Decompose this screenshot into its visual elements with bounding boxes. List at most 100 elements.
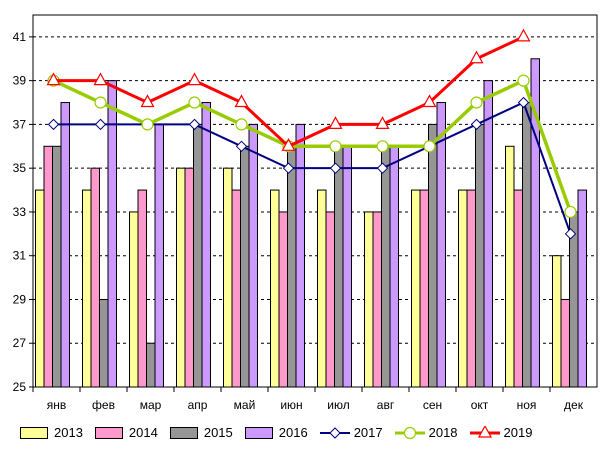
point-2017-июн — [282, 162, 295, 174]
bar-2015-май — [240, 145, 250, 388]
point-2019-фев — [93, 72, 108, 86]
x-tick-label: сен — [423, 398, 442, 412]
legend-label: 2016 — [278, 425, 308, 440]
point-2017-фев — [94, 118, 107, 131]
point-2018-апр — [188, 96, 201, 109]
legend-label: 2017 — [353, 425, 383, 440]
legend-item-2013: 2013 — [20, 425, 83, 440]
y-tick-label: 29 — [13, 292, 27, 306]
point-2017-июл — [329, 162, 342, 174]
point-2019-июл — [328, 116, 343, 130]
y-tick-label: 41 — [13, 30, 27, 44]
point-2017-ноя — [517, 96, 530, 109]
legend-item-2015: 2015 — [169, 425, 233, 440]
bar-2016-мар — [154, 123, 164, 388]
bar-2014-окт — [466, 189, 476, 388]
legend-swatch — [169, 426, 198, 439]
point-2018-фев — [94, 96, 107, 109]
point-2017-май — [235, 140, 248, 153]
bar-2014-янв — [43, 145, 53, 388]
bar-2015-апр — [193, 123, 203, 388]
point-2018-ноя — [517, 74, 530, 87]
bar-2013-июл — [317, 189, 327, 388]
x-tick-label: окт — [471, 398, 489, 412]
bar-2016-июл — [342, 145, 352, 388]
point-2018-июл — [329, 140, 342, 153]
bar-2015-ноя — [522, 102, 532, 388]
legend-item-2014: 2014 — [94, 425, 158, 440]
y-tick-label: 39 — [13, 74, 27, 88]
bar-2014-июл — [325, 211, 335, 388]
legend-label: 2013 — [54, 425, 83, 440]
bar-2013-ноя — [505, 145, 515, 388]
bar-2013-дек — [552, 255, 562, 388]
legend-label: 2014 — [128, 425, 158, 440]
point-2018-окт — [470, 96, 483, 109]
legend-label: 2019 — [503, 425, 533, 440]
point-2019-ноя — [516, 28, 531, 42]
bar-2016-сен — [436, 102, 446, 388]
legend-label: 2015 — [203, 425, 233, 440]
bar-2015-янв — [52, 145, 62, 388]
bar-2016-авг — [389, 145, 399, 388]
bar-2013-янв — [35, 189, 45, 388]
bar-2016-дек — [577, 189, 587, 388]
bar-2013-мар — [129, 211, 139, 388]
y-tick-label: 27 — [13, 336, 27, 350]
bar-2015-фев — [99, 298, 109, 388]
x-tick-label: июн — [280, 398, 302, 412]
bar-2014-ноя — [513, 189, 523, 388]
line-2017 — [53, 101, 572, 235]
legend-marker-icon — [328, 426, 341, 439]
x-tick-label: апр — [188, 398, 208, 412]
x-tick-label: июл — [327, 398, 349, 412]
bar-2014-апр — [184, 167, 194, 388]
legend-line-swatch — [394, 426, 425, 439]
legend-item-2018: 2018 — [394, 425, 458, 440]
legend-item-2017: 2017 — [319, 425, 383, 440]
legend-label: 2018 — [428, 425, 458, 440]
bar-2013-окт — [458, 189, 468, 388]
legend-swatch — [244, 426, 273, 439]
point-2019-сен — [422, 94, 437, 108]
x-tick-label: фев — [92, 398, 115, 412]
bar-2014-дек — [560, 298, 570, 388]
bar-2013-сен — [411, 189, 421, 388]
point-2018-дек — [564, 205, 577, 219]
bar-2014-авг — [372, 211, 382, 388]
bar-2015-окт — [475, 123, 485, 388]
x-tick-label: авг — [377, 398, 395, 412]
bar-2015-июл — [334, 145, 344, 388]
bar-2013-авг — [364, 211, 374, 388]
point-2017-авг — [376, 162, 389, 174]
legend-marker-icon — [403, 426, 416, 439]
legend-swatch — [20, 426, 48, 439]
point-2019-июн — [281, 138, 296, 151]
point-2019-авг — [375, 116, 390, 130]
x-tick-label: май — [234, 398, 256, 412]
legend-item-2019: 2019 — [469, 425, 533, 440]
bar-2014-май — [231, 189, 241, 388]
point-2018-мар — [141, 118, 154, 131]
bar-2013-апр — [176, 167, 186, 388]
bar-2013-май — [223, 167, 233, 388]
point-2018-сен — [423, 140, 436, 153]
bar-2014-мар — [137, 189, 147, 388]
legend-line-swatch — [319, 426, 350, 439]
x-tick-label: мар — [140, 398, 162, 412]
plot-area — [32, 14, 598, 388]
bar-2015-июн — [287, 145, 297, 388]
point-2017-дек — [564, 228, 577, 240]
point-2017-окт — [470, 118, 483, 131]
bar-2016-июн — [295, 123, 305, 388]
legend: 2013 2014 2015 2016 2017 2018 2019 — [20, 425, 544, 440]
point-2019-апр — [187, 72, 202, 86]
y-tick-label: 35 — [13, 161, 27, 175]
legend-line-swatch — [469, 425, 500, 438]
point-2019-янв — [46, 72, 61, 86]
legend-item-2016: 2016 — [244, 425, 308, 440]
bar-2016-окт — [483, 80, 493, 388]
bar-2014-июн — [278, 211, 288, 388]
y-tick-label: 31 — [13, 249, 27, 263]
